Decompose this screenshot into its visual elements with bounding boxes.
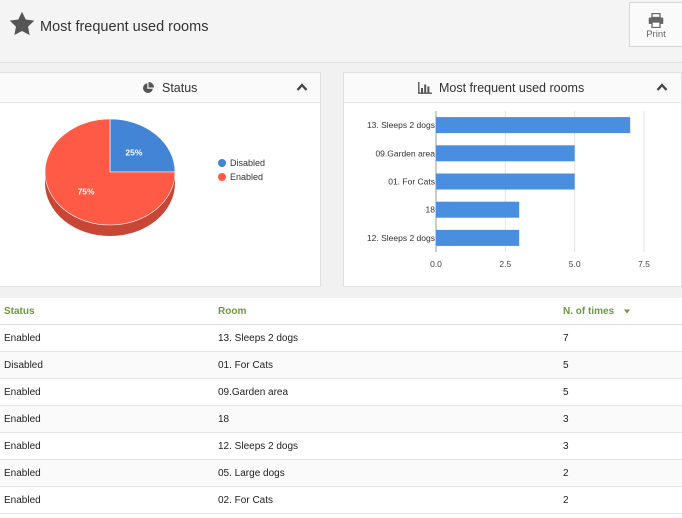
table-row[interactable]: Enabled 18 3 <box>0 406 682 433</box>
legend-label: Disabled <box>230 158 266 168</box>
y-tick-label: 01. For Cats <box>388 177 435 187</box>
y-tick-label: 12. Sleeps 2 dogs <box>367 233 435 243</box>
y-tick-label: 13. Sleeps 2 dogs <box>367 120 435 130</box>
room-cell: 02. For Cats <box>218 495 274 506</box>
status-cell: Enabled <box>4 495 41 506</box>
status-cell: Enabled <box>4 441 41 452</box>
print-label: Print <box>646 29 666 40</box>
bar[interactable] <box>436 201 520 218</box>
room-cell: 01. For Cats <box>218 360 274 371</box>
pie-slice-enabled[interactable] <box>44 118 176 226</box>
column-header-room[interactable]: Room <box>218 306 247 317</box>
x-tick-label: 5.0 <box>569 259 581 269</box>
bar[interactable] <box>436 117 631 134</box>
table-row[interactable]: Disabled 01. For Cats 5 <box>0 352 682 379</box>
legend-dot-enabled <box>218 173 226 181</box>
bar[interactable] <box>436 173 575 190</box>
bar[interactable] <box>436 145 575 162</box>
x-tick-label: 2.5 <box>499 259 511 269</box>
chevron-up-icon[interactable] <box>296 82 308 92</box>
status-panel-title: Status <box>162 81 198 95</box>
printer-icon <box>648 13 664 28</box>
header-divider <box>0 324 682 325</box>
pie-slice-label: 75% <box>78 186 95 196</box>
status-cell: Enabled <box>4 333 41 344</box>
pie-side <box>45 172 175 236</box>
y-tick-label: 18 <box>426 205 436 215</box>
rooms-bar-chart: 0.0 2.5 5.0 7.5 13. Sleeps 2 dogs 09.Garden a… <box>367 111 650 269</box>
x-tick-label: 0.0 <box>430 259 442 269</box>
rooms-panel-title: Most frequent used rooms <box>439 81 585 95</box>
column-header-times-label: N. of times <box>563 306 615 317</box>
status-cell: Enabled <box>4 414 41 425</box>
table-row[interactable]: Enabled 12. Sleeps 2 dogs 3 <box>0 433 682 460</box>
print-button[interactable]: Print <box>629 2 682 47</box>
count-cell: 7 <box>563 333 569 344</box>
page-header: Most frequent used rooms Print <box>0 0 682 63</box>
room-cell: 18 <box>218 414 230 425</box>
legend-label: Enabled <box>230 172 264 182</box>
room-cell: 05. Large dogs <box>218 468 285 479</box>
legend-item-enabled[interactable]: Enabled <box>218 172 263 182</box>
rooms-panel: Most frequent used rooms 0.0 2.5 5.0 7.5 13.… <box>343 72 682 287</box>
chevron-up-icon[interactable] <box>656 82 668 92</box>
room-cell: 09.Garden area <box>218 387 289 398</box>
status-cell: Enabled <box>4 387 41 398</box>
pie-slice-disabled[interactable] <box>109 118 176 173</box>
count-cell: 2 <box>563 468 569 479</box>
count-cell: 5 <box>563 387 569 398</box>
room-cell: 12. Sleeps 2 dogs <box>218 441 299 452</box>
table-row[interactable]: Enabled 13. Sleeps 2 dogs 7 <box>0 325 682 352</box>
status-cell: Disabled <box>4 360 43 371</box>
legend-item-disabled[interactable]: Disabled <box>218 158 265 168</box>
bar[interactable] <box>436 229 520 246</box>
status-pie-chart: 25% 75% <box>44 118 176 236</box>
count-cell: 5 <box>563 360 569 371</box>
sort-desc-icon <box>623 309 630 314</box>
y-tick-label: 09.Garden area <box>375 148 435 158</box>
star-icon <box>9 11 35 35</box>
count-cell: 3 <box>563 441 569 452</box>
table-row[interactable]: Enabled 05. Large dogs 2 <box>0 460 682 487</box>
rooms-table: Status Room N. of times Enabled 13. Sleep… <box>0 298 682 518</box>
legend-dot-disabled <box>218 159 226 167</box>
count-cell: 3 <box>563 414 569 425</box>
room-cell: 13. Sleeps 2 dogs <box>218 333 299 344</box>
column-header-times[interactable]: N. of times <box>563 306 631 317</box>
pie-slice-label: 25% <box>125 148 142 158</box>
status-panel-header: Status <box>0 73 320 103</box>
pie-chart-icon <box>143 82 154 93</box>
page-title: Most frequent used rooms <box>40 19 209 35</box>
table-row[interactable]: Enabled 09.Garden area 5 <box>0 379 682 406</box>
status-panel: Status 25% 75% Disabled Enabled <box>0 72 321 287</box>
table-row[interactable]: Enabled 02. For Cats 2 <box>0 487 682 514</box>
x-tick-label: 7.5 <box>638 259 650 269</box>
rooms-panel-header: Most frequent used rooms <box>344 73 681 103</box>
bar-chart-icon <box>418 82 432 94</box>
column-header-status[interactable]: Status <box>4 306 35 317</box>
count-cell: 2 <box>563 495 569 506</box>
status-cell: Enabled <box>4 468 41 479</box>
